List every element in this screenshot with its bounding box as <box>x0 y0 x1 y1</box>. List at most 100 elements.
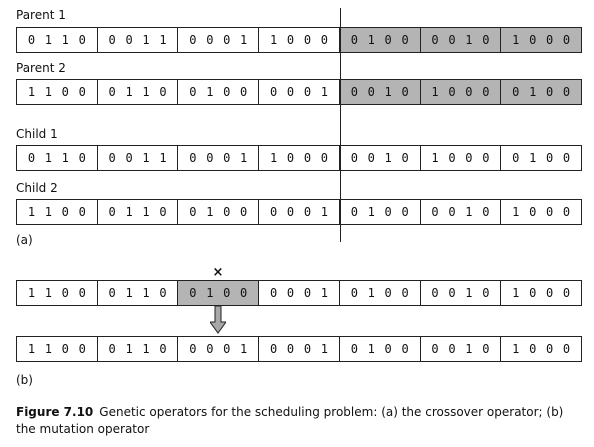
figure-number: Figure 7.10 <box>16 405 94 419</box>
gene-bit: 0 <box>108 85 116 99</box>
gene-bit: 1 <box>142 286 150 300</box>
gene-bit: 0 <box>189 151 197 165</box>
gene-bit: 1 <box>367 286 375 300</box>
gene-bit: 0 <box>431 286 439 300</box>
gene-bit: 0 <box>286 151 295 165</box>
gene-bit: 0 <box>482 33 490 47</box>
gene-bit: 0 <box>448 286 456 300</box>
gene-bit: 1 <box>27 286 36 300</box>
gene-bit: 1 <box>142 151 150 165</box>
gene-bit: 1 <box>367 342 375 356</box>
gene-bit: 0 <box>78 205 86 219</box>
gene-bit: 0 <box>269 205 278 219</box>
gene-bit: 0 <box>367 85 375 99</box>
gene-bit: 0 <box>286 205 295 219</box>
gene-bit: 0 <box>350 85 358 99</box>
gene-bit: 1 <box>142 85 150 99</box>
gene-bit: 0 <box>159 342 167 356</box>
gene-bit: 1 <box>27 342 36 356</box>
gene-bit: 1 <box>465 342 473 356</box>
gene-bit: 0 <box>125 33 133 47</box>
child1-label: Child 1 <box>16 127 58 141</box>
crossover-point-line <box>340 8 341 242</box>
gene-bit: 0 <box>286 85 295 99</box>
gene-bit: 0 <box>562 342 571 356</box>
gene-bit: 0 <box>384 205 392 219</box>
gene-bit: 0 <box>320 151 328 165</box>
gene-bit: 1 <box>125 205 133 219</box>
gene-bit: 0 <box>78 151 86 165</box>
gene-bit: 0 <box>545 85 554 99</box>
gene-bit: 0 <box>223 85 231 99</box>
gene-bit: 0 <box>206 33 214 47</box>
gene-bit: 0 <box>240 85 248 99</box>
gene-bit: 0 <box>529 342 537 356</box>
gene-bit: 1 <box>61 151 69 165</box>
gene-bit: 0 <box>303 33 312 47</box>
gene-bit: 0 <box>159 205 167 219</box>
gene-bit: 1 <box>125 85 133 99</box>
gene-bit: 0 <box>482 85 490 99</box>
gene-bit: 0 <box>529 286 537 300</box>
gene-bit: 0 <box>448 205 456 219</box>
gene-bit: 0 <box>269 85 278 99</box>
mutation-down-arrow-icon <box>210 306 226 334</box>
gene-bit: 1 <box>240 342 248 356</box>
gene-bit: 1 <box>529 151 537 165</box>
gene-bit: 1 <box>44 85 52 99</box>
gene-bit: 0 <box>159 286 167 300</box>
gene-bit: 0 <box>465 151 473 165</box>
gene-bit: 1 <box>367 205 375 219</box>
gene-bit: 1 <box>431 85 439 99</box>
gene-bit: 0 <box>401 286 409 300</box>
gene-bit: 1 <box>384 85 392 99</box>
gene-bit: 0 <box>431 33 439 47</box>
gene-bit: 0 <box>350 286 358 300</box>
gene-bit: 0 <box>223 286 231 300</box>
gene-bit: 0 <box>303 151 312 165</box>
gene-bit: 0 <box>512 85 520 99</box>
gene-bit: 0 <box>320 33 328 47</box>
gene-bit: 1 <box>384 151 392 165</box>
gene-bit: 0 <box>512 151 520 165</box>
gene-bit: 1 <box>159 33 167 47</box>
gene-bit: 1 <box>44 33 52 47</box>
gene-bit: 0 <box>286 342 295 356</box>
gene-bit: 1 <box>142 205 150 219</box>
gene-bit: 0 <box>78 85 86 99</box>
gene-bit: 0 <box>108 151 116 165</box>
gene-bit: 0 <box>189 342 197 356</box>
gene-bit: 1 <box>44 205 52 219</box>
gene-bit: 0 <box>223 342 231 356</box>
gene-bit: 0 <box>61 205 69 219</box>
mutation-mark-icon: × <box>212 265 224 280</box>
gene-bit: 0 <box>448 151 456 165</box>
gene-bit: 0 <box>482 151 490 165</box>
gene-bit: 0 <box>61 286 69 300</box>
gene-bit: 0 <box>189 205 197 219</box>
gene-bit: 1 <box>27 205 36 219</box>
gene-bit: 0 <box>108 286 116 300</box>
